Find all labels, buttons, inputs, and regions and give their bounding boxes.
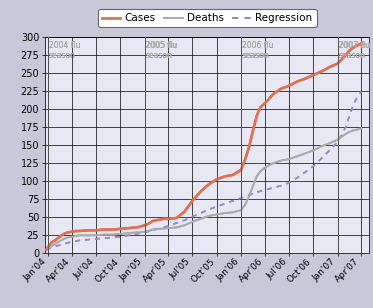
Text: 2005 flu
season: 2005 flu season: [146, 41, 177, 60]
Text: 2005 flu
season: 2005 flu season: [145, 41, 177, 60]
Text: 2005 flu
season: 2005 flu season: [146, 41, 177, 60]
Text: 2007 flu
season: 2007 flu season: [339, 41, 370, 60]
Text: 2006 flu
season: 2006 flu season: [242, 41, 273, 60]
Text: 2004 flu
season: 2004 flu season: [49, 41, 81, 60]
Text: 2007 flu
season: 2007 flu season: [339, 41, 370, 60]
Text: 2004 flu
season: 2004 flu season: [49, 41, 80, 60]
Text: 2006 flu
season: 2006 flu season: [242, 41, 274, 60]
Text: 2007 flu
season: 2007 flu season: [338, 41, 370, 60]
Text: 2004 flu
season: 2004 flu season: [49, 41, 81, 60]
Text: 2006 flu
season: 2006 flu season: [242, 41, 274, 60]
Legend: Cases, Deaths, Regression: Cases, Deaths, Regression: [97, 9, 317, 27]
